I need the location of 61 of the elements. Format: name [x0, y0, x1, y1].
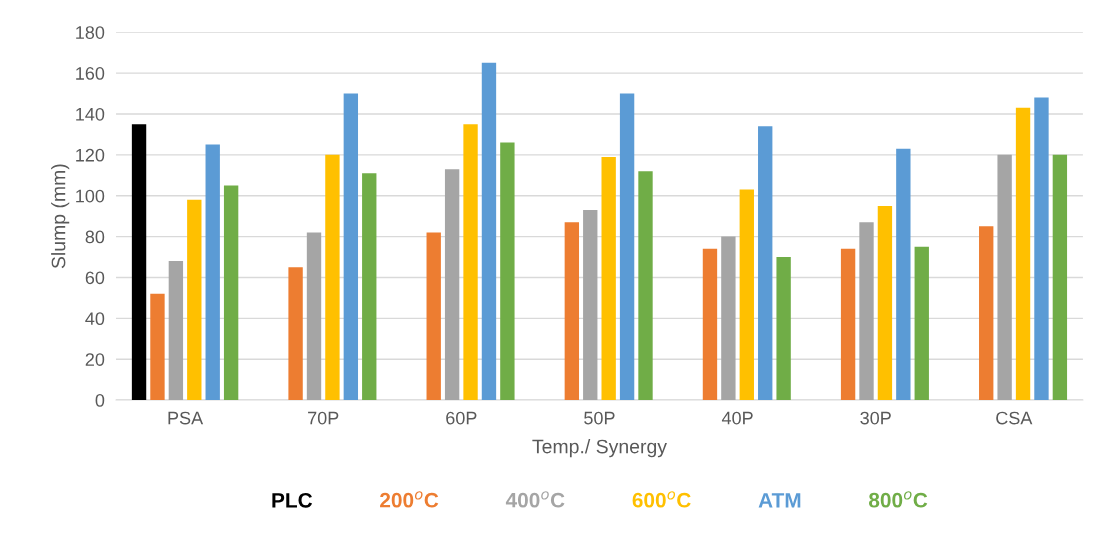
x-tick-label: CSA: [996, 411, 1033, 425]
bar: [619, 93, 635, 401]
bar: [758, 126, 773, 401]
bar: [150, 293, 165, 401]
text: 200$^{o}$C: [380, 491, 439, 508]
bar: [131, 124, 147, 401]
bar: [187, 199, 202, 401]
y-tick-label: 100: [76, 189, 105, 203]
text: 800$^{o}$C: [869, 491, 928, 508]
bar: [638, 171, 653, 401]
bar: [223, 185, 239, 401]
x-axis-title: Temp./ Synergy: [532, 439, 667, 458]
x-tick-label: 30P: [860, 411, 891, 425]
bar: [426, 232, 441, 401]
bar: [859, 222, 874, 401]
bar: [896, 148, 911, 401]
x-tick-label: PSA: [168, 411, 204, 425]
bar: [776, 257, 791, 401]
bar: [979, 226, 994, 401]
bar: [914, 246, 929, 401]
bar: [168, 261, 184, 401]
x-tick-label: 60P: [446, 411, 477, 425]
bar: [997, 154, 1012, 401]
bar: [564, 222, 580, 401]
y-tick-label: 40: [85, 312, 105, 326]
bar: [583, 210, 598, 401]
bar: [325, 154, 340, 401]
bar: [1052, 154, 1068, 401]
y-tick-label: 60: [85, 271, 105, 285]
text: PLC: [272, 492, 313, 508]
y-tick-label: 160: [76, 67, 105, 80]
y-tick-label: 80: [85, 230, 105, 244]
y-tick-label: 180: [76, 26, 105, 39]
text: ATM: [758, 493, 801, 508]
bar: [444, 169, 460, 401]
y-tick-label: 0: [95, 394, 105, 407]
bar: [877, 205, 893, 401]
bar: [205, 144, 220, 401]
bar: [739, 189, 754, 401]
bar: [306, 232, 322, 401]
text: 400$^{o}$C: [505, 491, 565, 508]
bar: [362, 173, 377, 401]
bar: [288, 267, 303, 401]
y-tick-label: 20: [85, 353, 105, 366]
bar: [721, 236, 736, 401]
bar: [601, 156, 616, 401]
bar: [500, 142, 515, 401]
y-tick-label: 140: [76, 107, 105, 121]
y-tick-label: 120: [76, 148, 105, 162]
x-tick-label: 40P: [721, 411, 753, 425]
x-tick-label: 50P: [584, 411, 615, 425]
text: 600$^{o}$C: [632, 491, 691, 508]
bar: [1034, 97, 1049, 401]
y-axis-title: Slump (mm): [51, 164, 70, 269]
bar: [463, 124, 478, 401]
x-tick-label: 70P: [308, 411, 339, 425]
bar: [702, 248, 718, 401]
bar: [481, 62, 497, 401]
bar: [840, 248, 856, 401]
bar: [1015, 107, 1031, 401]
bar: [343, 93, 359, 401]
